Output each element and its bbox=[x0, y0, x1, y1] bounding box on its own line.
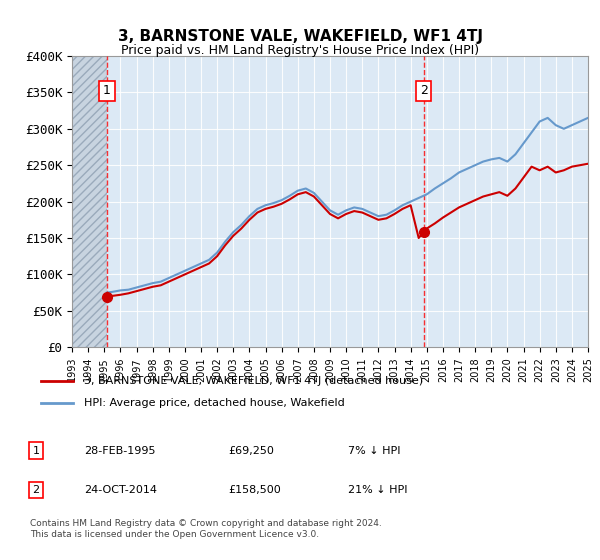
Text: Contains HM Land Registry data © Crown copyright and database right 2024.
This d: Contains HM Land Registry data © Crown c… bbox=[30, 520, 382, 539]
Text: 21% ↓ HPI: 21% ↓ HPI bbox=[348, 485, 407, 495]
Text: 3, BARNSTONE VALE, WAKEFIELD, WF1 4TJ: 3, BARNSTONE VALE, WAKEFIELD, WF1 4TJ bbox=[118, 29, 482, 44]
Text: 7% ↓ HPI: 7% ↓ HPI bbox=[348, 446, 401, 456]
Text: 2: 2 bbox=[420, 85, 428, 97]
Text: 1: 1 bbox=[103, 85, 111, 97]
Text: £69,250: £69,250 bbox=[228, 446, 274, 456]
Text: 2: 2 bbox=[32, 485, 40, 495]
Text: 24-OCT-2014: 24-OCT-2014 bbox=[84, 485, 157, 495]
Bar bbox=[72, 56, 107, 347]
Text: 1: 1 bbox=[32, 446, 40, 456]
Text: £158,500: £158,500 bbox=[228, 485, 281, 495]
Text: 28-FEB-1995: 28-FEB-1995 bbox=[84, 446, 155, 456]
Text: 3, BARNSTONE VALE, WAKEFIELD, WF1 4TJ (detached house): 3, BARNSTONE VALE, WAKEFIELD, WF1 4TJ (d… bbox=[84, 376, 423, 386]
Text: Price paid vs. HM Land Registry's House Price Index (HPI): Price paid vs. HM Land Registry's House … bbox=[121, 44, 479, 57]
Bar bbox=[72, 56, 107, 347]
Text: HPI: Average price, detached house, Wakefield: HPI: Average price, detached house, Wake… bbox=[84, 398, 345, 408]
